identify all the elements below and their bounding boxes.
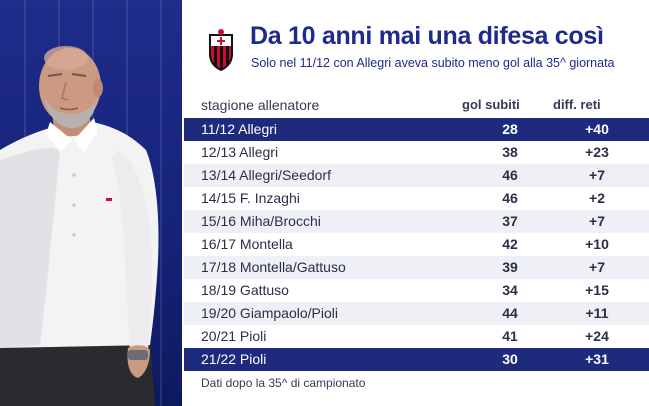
goals-cell: 46 bbox=[502, 167, 518, 183]
table-row: 12/13 Allegri 38 +23 bbox=[184, 141, 649, 164]
table-row: 18/19 Gattuso 34 +15 bbox=[184, 279, 649, 302]
goals-cell: 42 bbox=[502, 236, 518, 252]
column-header-season: stagione allenatore bbox=[201, 97, 320, 113]
season-coach-cell: 12/13 Allegri bbox=[201, 144, 279, 160]
season-coach-cell: 11/12 Allegri bbox=[201, 121, 278, 137]
table-row: 19/20 Giampaolo/Pioli 44 +11 bbox=[184, 302, 649, 325]
page-title: Da 10 anni mai una difesa così bbox=[250, 22, 604, 50]
coach-photo bbox=[0, 46, 159, 406]
diff-cell: +24 bbox=[585, 328, 609, 344]
season-coach-cell: 15/16 Miha/Brocchi bbox=[201, 213, 321, 229]
diff-cell: +7 bbox=[589, 167, 605, 183]
table-row: 17/18 Montella/Gattuso 39 +7 bbox=[184, 256, 649, 279]
goals-cell: 46 bbox=[502, 190, 518, 206]
column-header-goals: gol subiti bbox=[462, 97, 520, 112]
diff-cell: +15 bbox=[585, 282, 609, 298]
footnote: Dati dopo la 35^ di campionato bbox=[201, 376, 366, 390]
table-row: 14/15 F. Inzaghi 46 +2 bbox=[184, 187, 649, 210]
table-row: 21/22 Pioli 30 +31 bbox=[184, 348, 649, 371]
table-row: 13/14 Allegri/Seedorf 46 +7 bbox=[184, 164, 649, 187]
diff-cell: +7 bbox=[589, 259, 605, 275]
page-subtitle: Solo nel 11/12 con Allegri aveva subito … bbox=[251, 56, 615, 70]
goals-cell: 30 bbox=[502, 351, 518, 367]
goals-cell: 44 bbox=[502, 305, 518, 321]
diff-cell: +31 bbox=[585, 351, 609, 367]
table-row: 11/12 Allegri 28 +40 bbox=[184, 118, 649, 141]
season-coach-cell: 14/15 F. Inzaghi bbox=[201, 190, 300, 206]
ac-milan-crest-icon bbox=[209, 29, 233, 71]
stats-table: 11/12 Allegri 28 +40 12/13 Allegri 38 +2… bbox=[184, 118, 649, 371]
season-coach-cell: 20/21 Pioli bbox=[201, 328, 267, 344]
diff-cell: +2 bbox=[589, 190, 605, 206]
table-row: 15/16 Miha/Brocchi 37 +7 bbox=[184, 210, 649, 233]
goals-cell: 28 bbox=[502, 121, 518, 137]
diff-cell: +7 bbox=[589, 213, 605, 229]
column-header-diff: diff. reti bbox=[553, 97, 601, 112]
diff-cell: +23 bbox=[585, 144, 609, 160]
season-coach-cell: 16/17 Montella bbox=[201, 236, 293, 252]
season-coach-cell: 19/20 Giampaolo/Pioli bbox=[201, 305, 338, 321]
diff-cell: +11 bbox=[585, 305, 609, 321]
photo-panel bbox=[0, 0, 182, 406]
table-row: 16/17 Montella 42 +10 bbox=[184, 233, 649, 256]
diff-cell: +10 bbox=[585, 236, 609, 252]
diff-cell: +40 bbox=[585, 121, 609, 137]
goals-cell: 41 bbox=[502, 328, 518, 344]
season-coach-cell: 18/19 Gattuso bbox=[201, 282, 289, 298]
goals-cell: 34 bbox=[502, 282, 518, 298]
season-coach-cell: 17/18 Montella/Gattuso bbox=[201, 259, 346, 275]
season-coach-cell: 13/14 Allegri/Seedorf bbox=[201, 167, 331, 183]
goals-cell: 39 bbox=[502, 259, 518, 275]
goals-cell: 38 bbox=[502, 144, 518, 160]
table-row: 20/21 Pioli 41 +24 bbox=[184, 325, 649, 348]
goals-cell: 37 bbox=[502, 213, 518, 229]
season-coach-cell: 21/22 Pioli bbox=[201, 351, 267, 367]
